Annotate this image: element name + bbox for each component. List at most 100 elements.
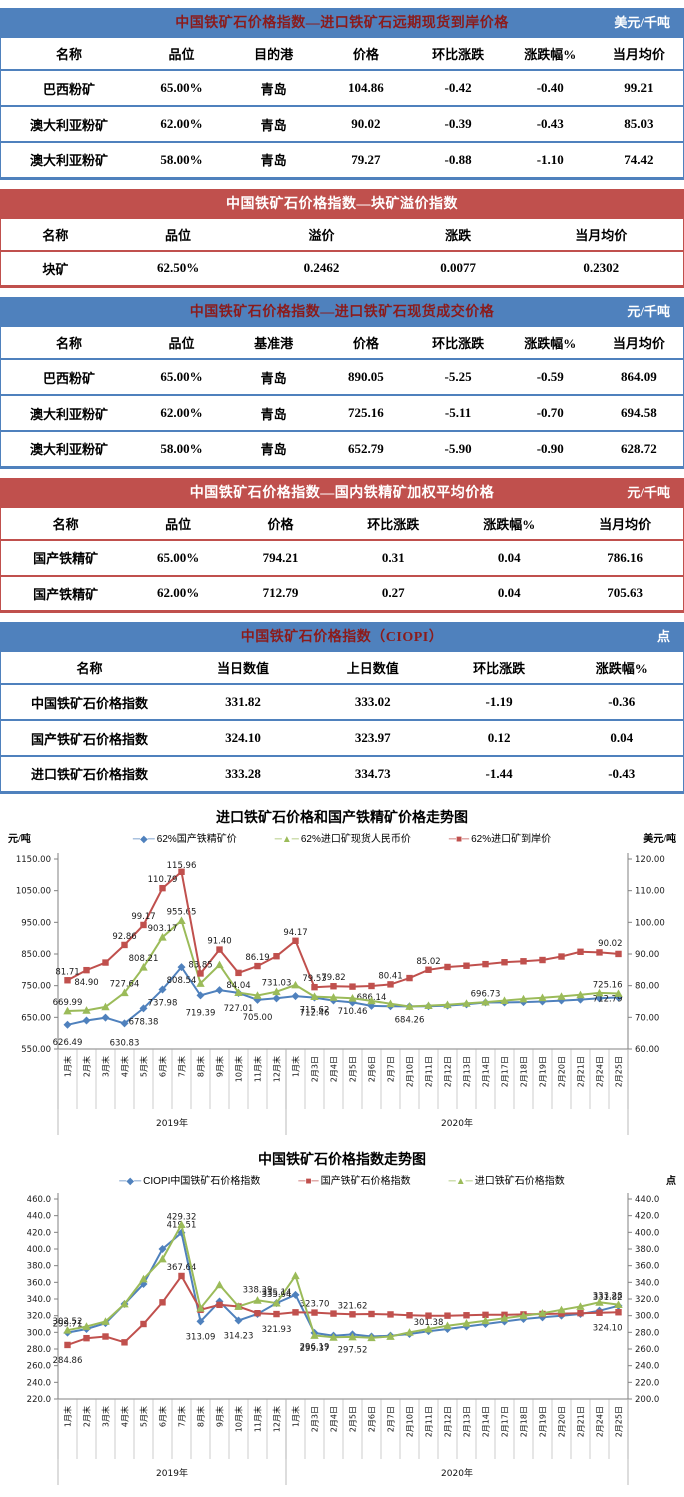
point-label: 321.93 [262,1325,292,1335]
square-marker-icon [273,1310,280,1317]
x-tick-label: 4月末 [120,1406,130,1427]
triangle-marker-icon [329,1332,338,1341]
y-left-tick-label: 220.0 [27,1395,51,1405]
point-label: 712.79 [593,994,623,1004]
triangle-marker-icon [120,1299,129,1307]
square-marker-icon: ─■─ [448,834,470,845]
header-row: 名称 当日数值 上日数值 环比涨跌 涨跌幅% [1,652,684,684]
point-label: 725.16 [593,980,623,990]
point-label: 808.21 [129,954,159,964]
header-row: 名称 品位 价格 环比涨跌 涨跌幅% 当月均价 [1,508,684,540]
series-line [67,918,619,1012]
triangle-marker-icon [348,1332,357,1340]
square-marker-icon [330,982,337,989]
column-header: 品位 [165,227,192,243]
square-marker-icon [425,1311,432,1319]
triangle-marker-icon: ─▲─ [274,834,299,845]
diamond-marker-icon [272,993,281,1002]
square-marker-icon [425,966,432,973]
point-label: 678.38 [129,1017,159,1027]
square-marker-icon [178,868,185,875]
x-tick-label: 2月24日 [596,1056,605,1087]
header-row: 名称 品位 目的港 价格 环比涨跌 涨跌幅% 当月均价 [1,38,684,70]
table-title: 中国铁矿石价格指数—进口铁矿石远期现货到岸价格 [175,16,509,31]
point-label: 92.86 [112,931,136,941]
legend-item: ─▲─ 62%进口矿现货人民币价 [275,830,411,845]
legend-label: 62%进口矿到岸价 [471,834,552,845]
triangle-marker-icon [538,1308,547,1317]
square-marker-icon: ─■─ [298,1176,319,1187]
triangle-marker-icon [291,980,300,988]
square-marker-icon [558,952,565,960]
table-cell: 890.05 [348,369,384,384]
x-tick-label: 2月20日 [558,1406,567,1437]
triangle-marker-icon [595,1297,604,1306]
point-label: 955.65 [167,907,197,917]
triangle-marker-icon [462,998,471,1007]
point-label: 299.37 [300,1343,330,1353]
table-cell: 0.2302 [583,260,620,276]
triangle-marker-icon [158,932,167,941]
x-tick-label: 2月14日 [482,1406,491,1437]
column-header: 品位 [165,516,192,532]
y-left-tick-label: 360.0 [27,1278,51,1288]
square-marker-icon [140,921,147,928]
table-row: 澳大利亚粉矿 58.00% 青岛 79.27 -0.88 -1.10 74.42 [0,142,684,178]
y-right-tick-label: 110.00 [635,886,665,896]
table-cell: -0.90 [536,440,564,456]
table-cell: 62.00% [160,405,203,420]
triangle-marker-icon [196,978,205,987]
triangle-marker-icon [215,960,224,968]
x-tick-label: 2月12日 [444,1056,453,1087]
table-row: 中国铁矿石价格指数 331.82 333.02 -1.19 -0.36 [0,684,684,720]
point-label: 335.14 [262,1288,292,1298]
table-unit: 元/千吨 [627,484,670,500]
x-tick-label: 3月末 [101,1406,111,1427]
triangle-marker-icon [576,1301,585,1310]
point-label: 333.28 [593,1291,623,1301]
point-label: 626.49 [53,1037,83,1047]
triangle-marker-icon [424,1324,433,1332]
triangle-marker-icon [139,962,148,971]
x-tick-label: 10月末 [234,1406,244,1432]
square-marker-icon [501,958,508,965]
row-label: 澳大利亚粉矿 [30,442,109,458]
square-marker-icon [254,1309,261,1316]
table-cell: -0.88 [444,151,472,167]
header-row: 名称 品位 溢价 涨跌 当月均价 [1,219,684,251]
triangle-marker-icon [481,1315,490,1324]
square-marker-icon [463,962,470,969]
point-label: 99.17 [131,911,155,921]
row-label: 块矿 [42,261,69,277]
triangle-marker-icon [614,1299,623,1308]
x-tick-label: 3月末 [101,1056,111,1077]
column-header: 价格 [352,336,379,351]
table-cell: 104.86 [348,80,384,95]
square-marker-icon [520,957,527,964]
point-label: 79.82 [321,973,345,983]
square-marker-icon [178,1272,185,1279]
table-cell: 62.00% [160,116,203,131]
table-row: 澳大利亚粉矿 58.00% 青岛 652.79 -5.90 -0.90 628.72 [0,431,684,467]
triangle-marker-icon [386,999,395,1007]
square-marker-icon [596,948,603,956]
x-tick-label: 9月末 [215,1056,225,1077]
diamond-marker-icon [215,985,224,994]
row-label: 巴西粉矿 [43,370,96,386]
triangle-marker-icon [139,1274,148,1282]
y-right-tick-label: 380.0 [635,1245,659,1255]
column-header: 涨跌 [445,227,472,243]
table-cell: -1.19 [485,694,513,709]
column-header: 当月均价 [612,47,665,62]
data-table: 名称 品位 目的港 价格 环比涨跌 涨跌幅% 当月均价 巴西粉矿 65.00% 青岛 104.86 -… [0,38,684,180]
year-label: 2020年 [441,1467,473,1479]
point-label: 86.19 [245,953,269,963]
y-right-tick-label: 400.0 [635,1228,659,1238]
table-cell: 864.09 [620,369,657,384]
data-table: 名称 品位 溢价 涨跌 当月均价 块矿 62.50% 0.2462 0.0077 0.2302 [0,218,684,288]
y-left-tick-label: 340.0 [27,1295,51,1305]
column-header: 目的港 [254,47,294,62]
column-header: 价格 [352,47,379,62]
x-tick-label: 7月末 [177,1406,187,1427]
x-tick-label: 2月20日 [558,1056,567,1087]
